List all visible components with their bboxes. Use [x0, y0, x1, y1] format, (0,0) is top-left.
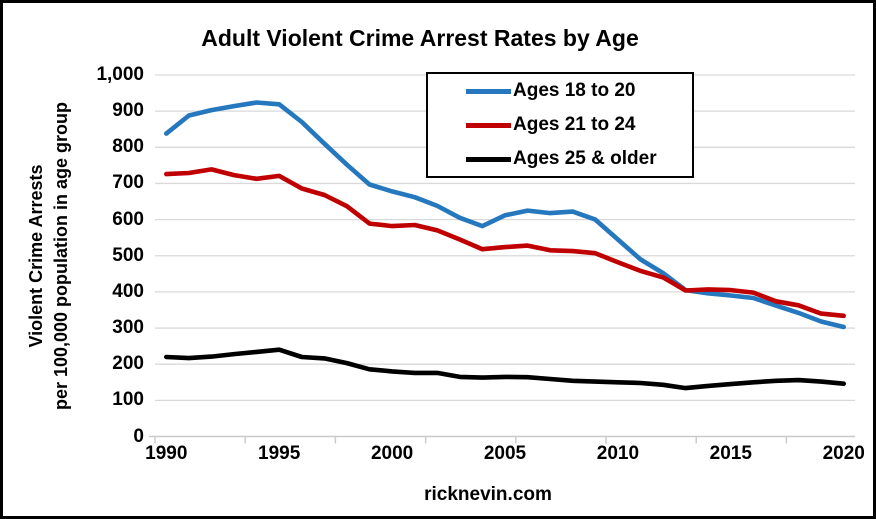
x-tick-label: 2000: [370, 443, 414, 464]
legend-label: Ages 18 to 20: [513, 80, 636, 101]
y-tick-label: 200: [112, 353, 144, 375]
y-axis-title-line1: Violent Crime Arrests: [26, 164, 46, 348]
footer-url: ricknevin.com: [424, 484, 552, 505]
legend-label: Ages 21 to 24: [513, 114, 636, 135]
y-tick-label: 1,000: [96, 64, 144, 85]
x-tick-label: 2020: [822, 443, 865, 464]
legend-line-swatch-black: [466, 156, 511, 162]
x-axis: [149, 435, 855, 444]
y-tick-label: 500: [112, 244, 144, 266]
x-tick-label: 2015: [709, 443, 752, 464]
x-tick-label: 2005: [483, 443, 527, 464]
plot-area: [149, 74, 855, 444]
legend-item-ages-25-older: Ages 25 & older: [428, 142, 692, 176]
series-line-ages-21-to-24: [164, 167, 847, 319]
series-line-ages-25-older: [164, 347, 847, 391]
chart-title: Adult Violent Crime Arrest Rates by Age: [201, 25, 639, 51]
y-tick-label: 300: [112, 317, 144, 339]
legend-label: Ages 25 & older: [513, 148, 657, 169]
y-tick-label: 600: [112, 208, 144, 230]
legend-line-swatch-blue: [466, 88, 511, 94]
y-tick-label: 100: [112, 389, 144, 411]
series-lines: [164, 100, 847, 391]
legend: Ages 18 to 20 Ages 21 to 24 Ages 25 & ol…: [426, 72, 694, 178]
y-tick-label: 400: [112, 280, 144, 302]
x-tick-label: 1990: [145, 443, 188, 464]
y-tick-label: 0: [133, 425, 144, 447]
y-tick-label: 700: [112, 172, 144, 194]
series-line-ages-18-to-20: [164, 100, 847, 330]
legend-item-ages-18-20: Ages 18 to 20: [428, 74, 692, 108]
y-tick-label: 900: [112, 100, 144, 122]
x-tick-label: 2010: [596, 443, 640, 464]
legend-line-swatch-red: [466, 122, 511, 128]
x-tick-label: 1995: [258, 443, 301, 464]
legend-item-ages-21-24: Ages 21 to 24: [428, 108, 692, 142]
y-tick-label: 800: [112, 136, 144, 158]
